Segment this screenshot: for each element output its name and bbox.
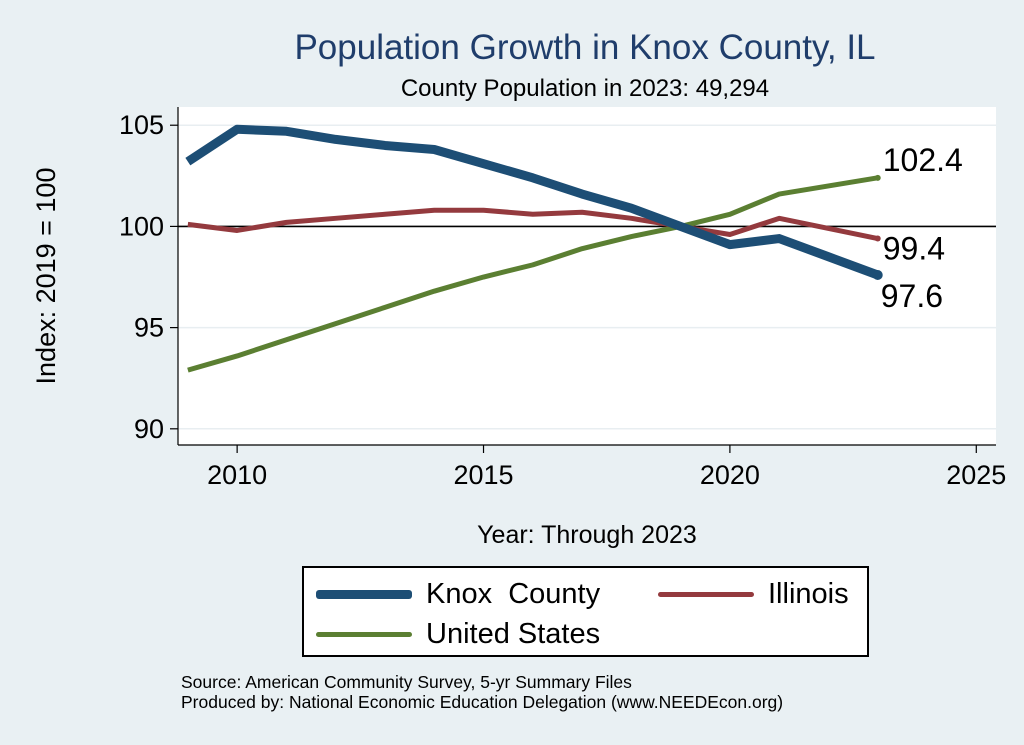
series-endpoint-knox-county <box>872 269 883 280</box>
x-tick-label-2015: 2015 <box>453 460 513 490</box>
y-tick-label-100: 100 <box>119 211 164 241</box>
end-label-knox-county: 97.6 <box>881 278 943 314</box>
legend-item-knox-county: Knox County <box>316 578 600 611</box>
series-endpoint-illinois <box>874 235 881 242</box>
chart-title: Population Growth in Knox County, IL <box>294 28 876 67</box>
x-tick-label-2020: 2020 <box>700 460 760 490</box>
legend-item-united-states: United States <box>316 618 600 651</box>
plot-area <box>178 107 996 445</box>
series-line-knox-county <box>185 124 880 280</box>
series-line-united-states <box>187 175 879 373</box>
end-label-illinois: 99.4 <box>883 231 945 267</box>
legend-label-illinois: Illinois <box>768 578 849 610</box>
produced-by-line: Produced by: National Economic Education… <box>181 692 784 712</box>
legend-swatch-knox-county <box>316 590 412 599</box>
source-note: Source: American Community Survey, 5-yr … <box>181 672 783 712</box>
y-tick-label-90: 90 <box>134 414 164 444</box>
series-endpoint-united-states <box>874 174 881 181</box>
source-line: Source: American Community Survey, 5-yr … <box>181 672 632 692</box>
x-tick-label-2010: 2010 <box>207 460 267 490</box>
legend-label-united-states: United States <box>426 618 601 650</box>
y-axis-label: Index: 2019 = 100 <box>31 168 61 385</box>
chart-subtitle: County Population in 2023: 49,294 <box>400 75 770 102</box>
y-tick-label-95: 95 <box>134 313 164 343</box>
chart-legend: Knox County Illinois United States <box>302 566 869 657</box>
end-label-united-states: 102.4 <box>883 142 963 178</box>
series-line-illinois <box>187 207 879 242</box>
legend-item-illinois: Illinois <box>658 578 849 611</box>
legend-swatch-illinois <box>658 592 754 597</box>
x-tick-label-2025: 2025 <box>946 460 1006 490</box>
x-axis-label: Year: Through 2023 <box>477 521 697 549</box>
legend-label-knox-county: Knox County <box>426 578 601 610</box>
y-tick-label-105: 105 <box>119 110 164 140</box>
legend-swatch-united-states <box>316 632 412 637</box>
